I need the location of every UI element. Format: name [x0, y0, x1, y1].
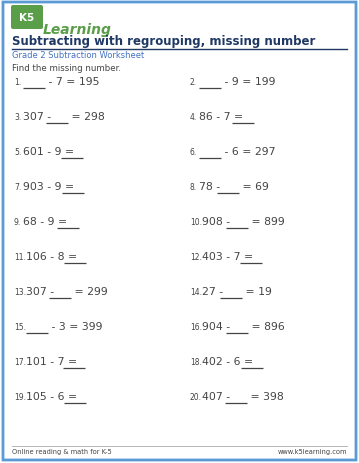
Text: 18.: 18.	[190, 357, 202, 366]
Text: = 298: = 298	[68, 112, 105, 122]
FancyBboxPatch shape	[11, 6, 43, 30]
Text: = 899: = 899	[247, 217, 284, 226]
Text: 15.: 15.	[14, 322, 26, 332]
Text: 8.: 8.	[190, 182, 197, 192]
Text: 9.: 9.	[14, 218, 21, 226]
Text: 2.: 2.	[190, 78, 197, 87]
Text: 20.: 20.	[190, 392, 202, 401]
Text: 13.: 13.	[14, 288, 26, 296]
Text: 601 - 9 =: 601 - 9 =	[23, 147, 78, 156]
Text: - 3 = 399: - 3 = 399	[48, 321, 103, 332]
Text: 407 -: 407 -	[202, 391, 234, 401]
Text: 307 -: 307 -	[26, 287, 58, 296]
Text: 106 - 8 =: 106 - 8 =	[26, 251, 81, 262]
Text: = 398: = 398	[247, 391, 284, 401]
Text: Online reading & math for K-5: Online reading & math for K-5	[12, 448, 112, 454]
Text: 19.: 19.	[14, 392, 26, 401]
Text: 27 -: 27 -	[202, 287, 227, 296]
Text: K5: K5	[19, 13, 34, 23]
Text: 903 - 9 =: 903 - 9 =	[23, 181, 78, 192]
Text: 12.: 12.	[190, 252, 202, 262]
Text: 68 - 9 =: 68 - 9 =	[23, 217, 71, 226]
Text: 10.: 10.	[190, 218, 202, 226]
Text: 5.: 5.	[14, 148, 21, 156]
Text: 402 - 6 =: 402 - 6 =	[202, 356, 257, 366]
Text: = 299: = 299	[71, 287, 108, 296]
Text: - 7 = 195: - 7 = 195	[45, 77, 99, 87]
Text: 101 - 7 =: 101 - 7 =	[26, 356, 81, 366]
Text: Learning: Learning	[43, 23, 112, 37]
Text: 908 -: 908 -	[202, 217, 234, 226]
Text: 16.: 16.	[190, 322, 202, 332]
Text: 1.: 1.	[14, 78, 21, 87]
Text: www.k5learning.com: www.k5learning.com	[278, 448, 347, 454]
Text: 7.: 7.	[14, 182, 21, 192]
Text: 105 - 6 =: 105 - 6 =	[26, 391, 81, 401]
Text: 11.: 11.	[14, 252, 26, 262]
Text: = 69: = 69	[239, 181, 269, 192]
Text: 904 -: 904 -	[202, 321, 234, 332]
Text: - 9 = 199: - 9 = 199	[221, 77, 275, 87]
Text: 17.: 17.	[14, 357, 26, 366]
Text: Find the missing number.: Find the missing number.	[12, 64, 121, 73]
Text: 14.: 14.	[190, 288, 202, 296]
Text: 78 -: 78 -	[199, 181, 224, 192]
Text: 4.: 4.	[190, 113, 197, 122]
Text: - 6 = 297: - 6 = 297	[221, 147, 275, 156]
Text: Grade 2 Subtraction Worksheet: Grade 2 Subtraction Worksheet	[12, 51, 144, 60]
Text: 86 - 7 =: 86 - 7 =	[199, 112, 247, 122]
Text: Subtracting with regrouping, missing number: Subtracting with regrouping, missing num…	[12, 35, 315, 48]
Text: 403 - 7 =: 403 - 7 =	[202, 251, 257, 262]
Text: 6.: 6.	[190, 148, 197, 156]
Text: 307 -: 307 -	[23, 112, 55, 122]
FancyBboxPatch shape	[3, 3, 356, 460]
Text: 3.: 3.	[14, 113, 21, 122]
Text: = 19: = 19	[242, 287, 272, 296]
Text: = 896: = 896	[247, 321, 284, 332]
